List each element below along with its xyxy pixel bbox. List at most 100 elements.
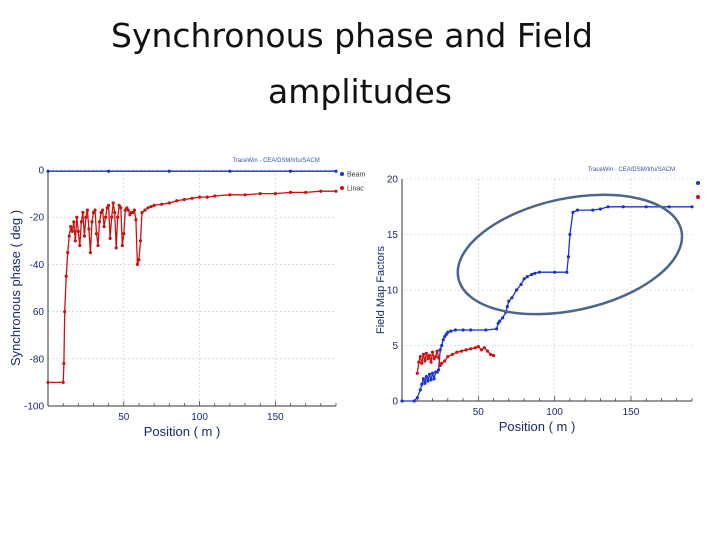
fmf-data-point xyxy=(443,335,447,339)
phase-data-point xyxy=(123,208,127,212)
phase-data-point xyxy=(102,225,106,229)
fmf-data-point xyxy=(453,328,457,332)
phase-data-point xyxy=(137,258,141,262)
phase-data-point xyxy=(81,210,85,215)
phase-data-point xyxy=(126,208,130,212)
fmf-data-point xyxy=(469,328,473,332)
fmf-data-point xyxy=(415,371,419,375)
phase-data-point xyxy=(319,189,323,193)
phase-data-point xyxy=(90,220,94,224)
phase-data-point xyxy=(114,246,118,250)
synchronous-phase-chart: 50 100 150 0 -20 -40 60 -80 -100 Position ( m ) Sy… xyxy=(8,158,365,439)
fmf-data-point xyxy=(571,210,575,214)
phase-series-0 xyxy=(46,169,338,173)
phase-data-point xyxy=(149,205,153,209)
phase-data-point xyxy=(273,192,277,196)
phase-data-point xyxy=(160,202,164,206)
fmf-data-point xyxy=(432,377,436,381)
fmf-data-point xyxy=(426,379,430,383)
phase-data-point xyxy=(99,210,103,215)
fmf-data-point xyxy=(429,360,433,364)
phase-data-point xyxy=(175,199,179,203)
phase-data-point xyxy=(113,210,117,215)
phase-data-point xyxy=(131,210,135,215)
fmf-legend-marker xyxy=(696,195,700,199)
fmf-data-point xyxy=(426,357,430,361)
phase-data-point xyxy=(91,210,96,215)
phase-data-point xyxy=(334,189,338,193)
fmf-data-point xyxy=(421,352,425,356)
fmf-series-1 xyxy=(415,345,496,375)
fmf-data-point xyxy=(690,205,694,209)
fmf-data-point xyxy=(427,353,432,358)
fmf-data-point xyxy=(430,350,435,354)
fmf-x-tick-label: 50 xyxy=(473,407,485,418)
phase-data-point xyxy=(61,380,65,384)
phase-data-point xyxy=(70,229,74,233)
fmf-data-point xyxy=(644,205,648,209)
fmf-data-point xyxy=(415,396,419,400)
fmf-data-point xyxy=(441,338,445,342)
phase-data-point xyxy=(228,193,232,197)
phase-data-point xyxy=(304,190,308,194)
phase-data-point xyxy=(182,197,186,202)
phase-data-point xyxy=(288,169,293,173)
phase-data-point xyxy=(167,201,171,205)
fmf-data-point xyxy=(566,255,570,259)
fmf-data-point xyxy=(459,349,464,353)
fmf-data-point xyxy=(507,299,511,303)
fmf-data-point xyxy=(427,372,432,376)
fmf-data-point xyxy=(440,361,444,365)
fmf-data-point xyxy=(420,361,424,365)
fmf-data-point xyxy=(429,378,433,382)
fmf-data-point xyxy=(498,319,502,323)
fmf-data-point xyxy=(598,207,602,211)
fmf-data-point xyxy=(421,377,425,381)
fmf-data-point xyxy=(418,388,422,392)
phase-data-point xyxy=(66,251,70,255)
phase-data-point xyxy=(79,220,83,224)
fmf-data-point xyxy=(424,375,428,379)
phase-data-point xyxy=(243,193,247,197)
fmf-data-point xyxy=(514,288,519,292)
phase-data-point xyxy=(67,234,71,238)
phase-y-tick-label: 0 xyxy=(38,166,44,177)
fmf-y-tick-label: 10 xyxy=(387,286,399,297)
fmf-data-point xyxy=(400,399,404,403)
fmf-data-point xyxy=(435,349,439,353)
fmf-data-point xyxy=(423,359,427,363)
phase-data-point xyxy=(101,208,105,212)
phase-data-point xyxy=(111,201,115,205)
phase-data-point xyxy=(69,225,73,229)
fmf-data-point xyxy=(437,368,441,372)
fmf-data-point xyxy=(575,208,580,212)
phase-data-point xyxy=(167,169,171,173)
fmf-data-point xyxy=(417,360,421,364)
fmf-series-0 xyxy=(400,205,694,403)
phase-data-point xyxy=(258,192,262,196)
fmf-data-point xyxy=(553,270,557,274)
phase-legend-marker xyxy=(340,172,344,176)
phase-header: TraceWin - CEA/DSM/Irfu/SACM xyxy=(232,158,319,164)
fmf-data-point xyxy=(450,352,454,356)
phase-data-point xyxy=(108,236,112,240)
phase-data-point xyxy=(135,262,139,266)
fmf-data-point xyxy=(492,353,496,358)
phase-data-point xyxy=(140,210,144,215)
fmf-data-point xyxy=(449,329,453,333)
phase-legend-label: Beam xyxy=(347,172,365,179)
fmf-data-point xyxy=(505,305,509,309)
phase-y-tick-label: -20 xyxy=(30,213,45,224)
phase-data-point xyxy=(116,215,120,219)
phase-data-point xyxy=(119,206,123,210)
phase-data-point xyxy=(78,243,82,248)
fmf-data-point xyxy=(482,346,486,350)
fmf-data-point xyxy=(420,382,424,386)
phase-data-point xyxy=(76,229,80,233)
phase-data-point xyxy=(128,213,132,217)
phase-data-point xyxy=(117,203,121,207)
fmf-x-tick-label: 150 xyxy=(623,407,640,418)
fmf-data-point xyxy=(522,277,526,281)
phase-legend-marker xyxy=(340,186,344,190)
phase-data-point xyxy=(288,190,293,194)
